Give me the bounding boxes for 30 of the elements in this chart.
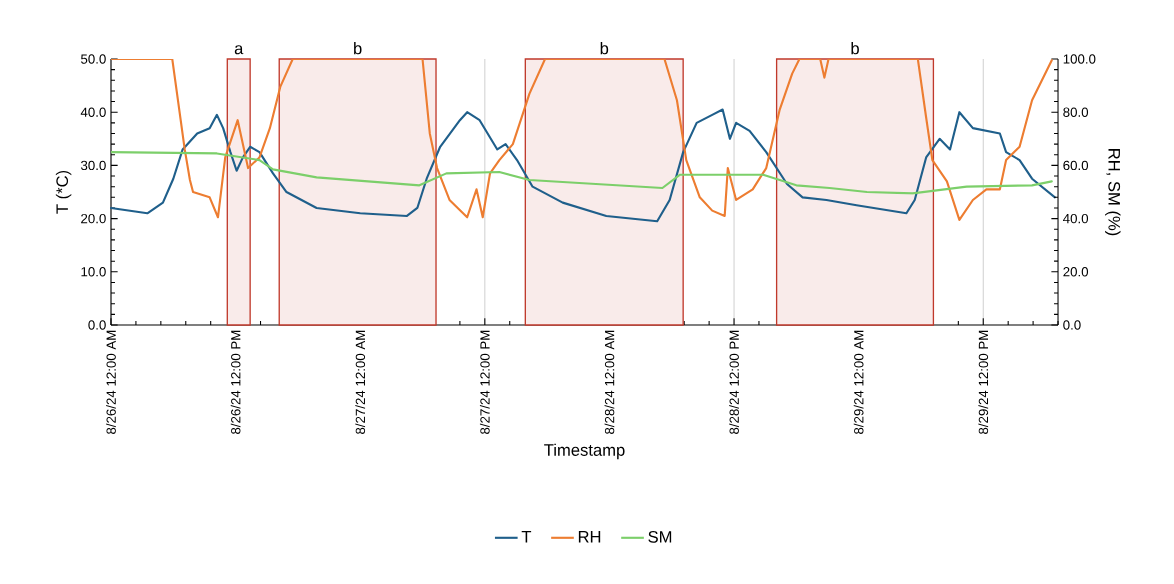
y2-tick-label: 40.0 xyxy=(1063,213,1089,224)
y-tick-label: 50.0 xyxy=(81,54,106,64)
y-tick-label: 30.0 xyxy=(80,160,106,171)
x-tick-label: 8/26/24 12:00 PM xyxy=(230,330,241,434)
x-axis-title: Timestamp xyxy=(544,443,625,460)
band-label: b xyxy=(354,42,362,55)
y2-tick-label: 0.0 xyxy=(1063,320,1081,330)
x-tick-label: 8/29/24 12:00 PM xyxy=(978,330,989,434)
x-tick-label: 8/27/24 12:00 PM xyxy=(479,330,490,434)
y-tick-label: 10.0 xyxy=(81,267,106,277)
y-tick-label: 40.0 xyxy=(80,107,106,117)
y2-tick-label: 20.0 xyxy=(1063,267,1089,277)
y2-tick-label: 100.0 xyxy=(1063,54,1096,64)
band-label: a xyxy=(234,45,244,55)
x-tick-label: 8/29/24 12:00 AM xyxy=(853,330,864,434)
band-label: b xyxy=(851,42,859,55)
x-tick-label: 8/28/24 12:00 AM xyxy=(604,330,615,434)
y2-tick-label: 80.0 xyxy=(1063,107,1089,117)
legend-label: SM xyxy=(648,531,672,543)
y2-axis-title: RH, SM (%) xyxy=(1105,149,1121,236)
x-tick-label: 8/27/24 12:00 AM xyxy=(355,330,366,434)
y2-tick-label: 60.0 xyxy=(1063,160,1089,171)
y-axis-title: T (*C) xyxy=(55,170,72,214)
y-tick-label: 20.0 xyxy=(81,213,106,224)
y-tick-label: 0.0 xyxy=(88,320,106,330)
band-label: b xyxy=(600,42,609,55)
legend-label: RH xyxy=(578,531,601,543)
legend-label: T xyxy=(521,531,532,543)
x-tick-label: 8/28/24 12:00 PM xyxy=(729,330,739,434)
x-tick-label: 8/26/24 12:00 AM xyxy=(106,330,116,434)
